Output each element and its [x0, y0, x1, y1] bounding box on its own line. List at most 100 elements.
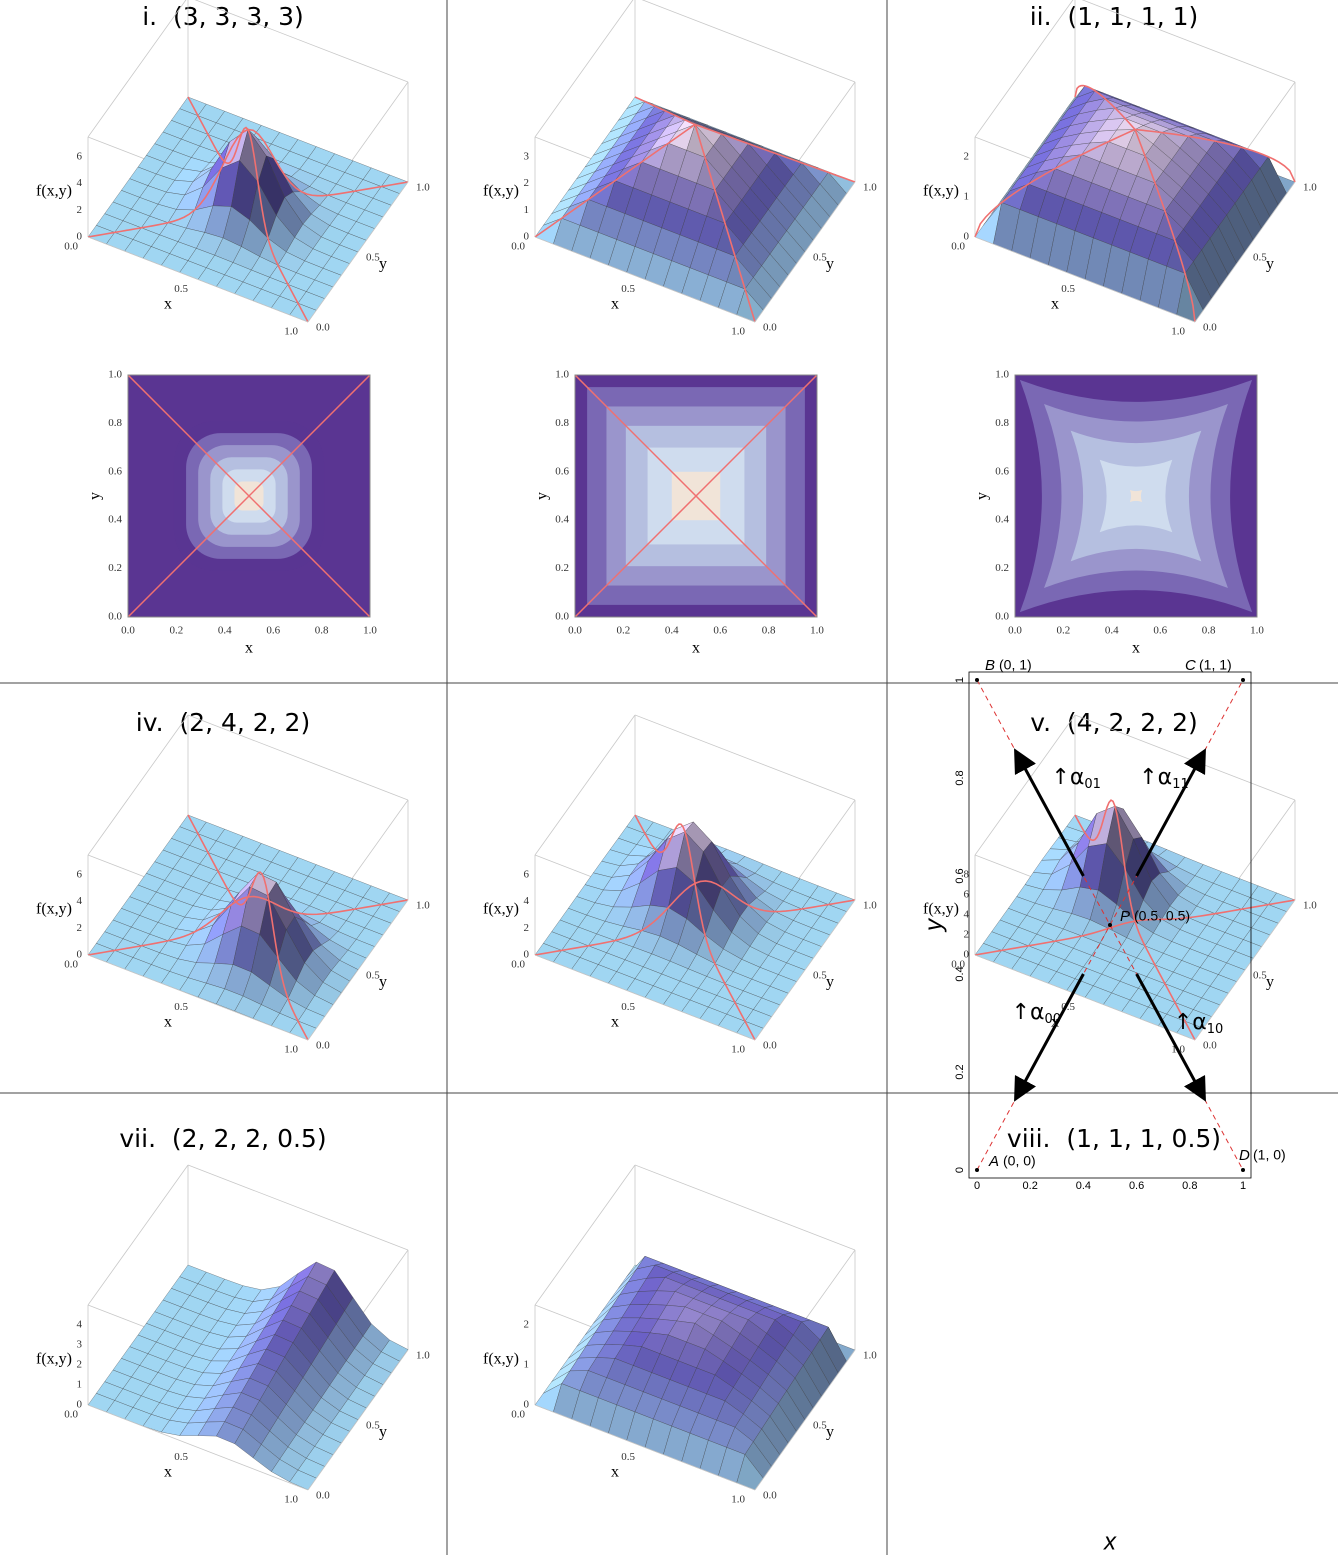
- z-tick-label: 6: [77, 151, 83, 163]
- y-tick-label: 0.2: [108, 562, 122, 574]
- y-axis-label: y: [379, 256, 387, 273]
- x-tick-label: 1.0: [363, 625, 377, 637]
- x-axis-label: x: [611, 1014, 619, 1031]
- z-tick-label: 8: [964, 869, 970, 881]
- box-edge: [187, 714, 409, 801]
- x-tick-label: 0.0: [951, 959, 965, 971]
- x-tick-label: 0.8: [315, 625, 329, 637]
- surface-plot: 0 1 2 f(x,y) 0.0 0.5 1.0 x 0.0 0.5 1.0 y: [923, 0, 1317, 338]
- y-tick-label: 0.5: [366, 252, 380, 264]
- point-coords: (1, 1): [1199, 657, 1232, 673]
- x-tick-label: 0.2: [617, 625, 631, 637]
- x-tick-label: 0.0: [64, 959, 78, 971]
- y-tick-label: 0.6: [555, 465, 569, 477]
- x-tick-label: 0.0: [951, 241, 965, 253]
- point-coords: (0.5, 0.5): [1134, 908, 1190, 924]
- x-tick-label: 1.0: [731, 1494, 745, 1506]
- x-tick-label: 0.0: [64, 241, 78, 253]
- x-tick-label: 0.5: [174, 283, 188, 295]
- z-tick-label: 2: [524, 177, 530, 189]
- box-edge: [187, 1164, 409, 1251]
- y-axis-label: y: [379, 1424, 387, 1441]
- z-tick-label: 4: [964, 909, 970, 921]
- surface-plot: 0 2 4 6 f(x,y) 0.0 0.5 1.0 x 0.0 0.5 1.0 y: [36, 0, 430, 338]
- y-tick-label: 0.8: [555, 417, 569, 429]
- x-axis-label: x: [1051, 1014, 1059, 1031]
- x-axis-label: x: [1103, 1528, 1117, 1555]
- arrow-subscript: 01: [1084, 777, 1101, 792]
- y-tick-label: 1: [954, 677, 966, 683]
- plot-frame: [127, 374, 371, 618]
- z-tick-label: 6: [964, 889, 970, 901]
- contour-plot: 0.0 0.2 0.4 0.6 0.8 1.0 0.0 0.2 0.4 0.6 0.8 1.0 x y: [534, 369, 825, 657]
- z-axis-label: f(x,y): [483, 901, 519, 918]
- x-tick-label: 1.0: [731, 1044, 745, 1056]
- x-axis-label: x: [1051, 296, 1059, 313]
- box-edge: [634, 714, 856, 801]
- y-tick-label: 0.2: [995, 562, 1009, 574]
- mode-line: [634, 96, 756, 323]
- x-tick-label: 1.0: [810, 625, 824, 637]
- y-tick-label: 0.0: [316, 1040, 330, 1052]
- x-tick-label: 1.0: [284, 1044, 298, 1056]
- y-tick-label: 0: [954, 1167, 966, 1173]
- z-tick-label: 2: [77, 922, 83, 934]
- z-axis-label: f(x,y): [36, 901, 72, 918]
- surface-plot: 0 1 2 3 f(x,y) 0.0 0.5 1.0 x 0.0 0.5 1.0 y: [483, 0, 877, 338]
- arrow-label: ↑α10: [1174, 1010, 1223, 1037]
- y-tick-label: 0.5: [813, 1420, 827, 1432]
- box-edge: [87, 236, 309, 323]
- box-edge: [307, 899, 409, 1041]
- arrow: [1014, 973, 1085, 1102]
- z-axis-label: f(x,y): [483, 183, 519, 200]
- box-edge: [307, 181, 409, 323]
- z-axis-label: f(x,y): [36, 183, 72, 200]
- y-tick-label: 0.4: [108, 514, 122, 526]
- point-coords: (0, 0): [1003, 1153, 1036, 1169]
- y-tick-label: 0.5: [366, 970, 380, 982]
- arrow-subscript: 10: [1207, 1022, 1224, 1037]
- x-tick-label: 1.0: [1171, 326, 1185, 338]
- z-tick-label: 2: [524, 1319, 530, 1331]
- z-tick-label: 0: [964, 949, 970, 961]
- x-tick-label: 0.6: [1153, 625, 1167, 637]
- box-edge: [194, 0, 409, 83]
- box-edge: [534, 954, 756, 1041]
- x-tick-label: 0.6: [1129, 1180, 1144, 1192]
- panel-title: i. (3, 3, 3, 3): [142, 2, 304, 31]
- x-tick-label: 0.5: [174, 1001, 188, 1013]
- y-tick-label: 1.0: [555, 369, 569, 381]
- box-edge: [641, 0, 856, 83]
- y-tick-label: 0.6: [954, 868, 966, 883]
- x-tick-label: 0.0: [121, 625, 135, 637]
- mode-line: [1074, 84, 1196, 323]
- z-tick-label: 0: [77, 231, 83, 243]
- y-tick-label: 0.5: [1253, 970, 1267, 982]
- panel-title: iv. (2, 4, 2, 2): [136, 708, 310, 737]
- panel-title: v. (4, 2, 2, 2): [1030, 708, 1198, 737]
- point-coords: (0, 1): [999, 657, 1032, 673]
- mode-line: [187, 96, 309, 323]
- y-tick-label: 1.0: [416, 1350, 430, 1362]
- z-tick-label: 3: [77, 1339, 83, 1351]
- box-edge: [87, 954, 309, 1041]
- x-tick-label: 0.0: [511, 959, 525, 971]
- box-edge: [1081, 0, 1296, 83]
- box-edge: [974, 0, 1074, 138]
- plot-frame: [1014, 374, 1258, 618]
- y-tick-label: 0.2: [555, 562, 569, 574]
- x-tick-label: 0.5: [174, 1451, 188, 1463]
- x-tick-label: 0: [974, 1180, 980, 1192]
- point-letter: B: [985, 657, 995, 674]
- y-tick-label: 0.2: [954, 1064, 966, 1079]
- box-edge: [754, 899, 856, 1041]
- arrow-symbol: ↑α: [1012, 1000, 1045, 1025]
- y-tick-label: 0.5: [813, 970, 827, 982]
- z-tick-label: 0: [77, 949, 83, 961]
- y-tick-label: 0.5: [1253, 252, 1267, 264]
- box-edge: [754, 181, 856, 323]
- contour-plot: 0.0 0.2 0.4 0.6 0.8 1.0 0.0 0.2 0.4 0.6 0.8 1.0 x y: [87, 369, 378, 657]
- z-tick-label: 0: [77, 1399, 83, 1411]
- y-tick-label: 1.0: [863, 1350, 877, 1362]
